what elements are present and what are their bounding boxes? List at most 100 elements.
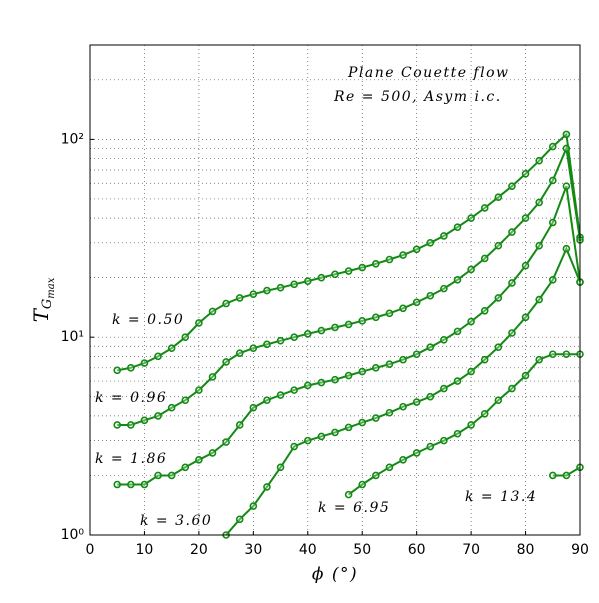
- marker: [494, 396, 503, 405]
- marker: [181, 333, 190, 341]
- marker: [548, 142, 557, 151]
- marker: [548, 176, 557, 185]
- marker: [222, 299, 230, 308]
- marker: [548, 471, 557, 480]
- marker: [235, 349, 244, 357]
- marker: [453, 327, 462, 336]
- marker: [372, 313, 380, 322]
- marker: [317, 326, 326, 335]
- y-tick-label: 10²: [61, 131, 84, 147]
- marker: [440, 436, 448, 445]
- marker: [303, 436, 312, 445]
- marker: [222, 358, 230, 366]
- marker: [562, 350, 571, 359]
- marker: [331, 375, 339, 384]
- y-axis-label: TGmax: [29, 277, 57, 322]
- marker: [195, 455, 203, 464]
- marker: [440, 232, 448, 240]
- marker: [235, 294, 244, 302]
- marker: [167, 403, 176, 412]
- x-tick-label: 90: [571, 542, 589, 558]
- marker: [385, 463, 394, 472]
- marker: [372, 259, 380, 268]
- marker: [113, 366, 122, 375]
- marker: [453, 377, 462, 385]
- series-label: k = 13.4: [465, 489, 537, 505]
- marker: [480, 306, 489, 315]
- marker: [548, 276, 557, 284]
- series-label: k = 3.60: [140, 513, 212, 529]
- marker: [140, 359, 149, 367]
- marker: [195, 386, 203, 394]
- marker: [412, 449, 421, 457]
- marker: [372, 414, 380, 422]
- marker: [535, 198, 543, 207]
- marker: [127, 364, 135, 372]
- marker: [467, 265, 475, 274]
- marker: [344, 320, 353, 329]
- marker: [412, 350, 421, 359]
- marker: [385, 408, 394, 417]
- marker: [480, 204, 489, 212]
- marker: [562, 244, 571, 253]
- marker: [154, 352, 162, 361]
- marker: [154, 471, 162, 480]
- series-line: [117, 185, 581, 486]
- marker: [467, 317, 475, 326]
- y-label-base: T: [29, 307, 53, 322]
- marker: [317, 378, 326, 387]
- marker: [521, 313, 530, 322]
- x-tick-label: 70: [462, 542, 480, 558]
- marker: [290, 280, 298, 289]
- marker: [508, 228, 516, 236]
- marker: [317, 273, 326, 282]
- marker: [399, 304, 407, 313]
- marker: [467, 421, 475, 429]
- x-axis-label: ϕ (°): [312, 565, 358, 585]
- marker: [358, 480, 367, 489]
- marks: [113, 130, 584, 539]
- series-label: k = 0.96: [95, 390, 167, 406]
- marker: [440, 284, 448, 293]
- marker: [562, 471, 571, 480]
- marker: [535, 156, 543, 165]
- marker: [208, 449, 217, 457]
- marker: [480, 409, 489, 418]
- marker: [331, 270, 339, 279]
- marker: [385, 309, 394, 318]
- x-tick-label: 40: [299, 542, 317, 558]
- marker: [548, 350, 557, 359]
- marker: [276, 391, 285, 399]
- marker: [535, 355, 543, 364]
- y-label-subsub: max: [46, 277, 57, 298]
- title-line-1: Plane Couette flow: [347, 65, 510, 81]
- marker: [399, 355, 407, 364]
- marker: [358, 317, 367, 325]
- marker: [562, 182, 571, 190]
- marker: [521, 371, 530, 380]
- marker: [140, 480, 149, 489]
- marker: [521, 261, 530, 270]
- marker: [249, 403, 258, 412]
- marker: [249, 344, 258, 352]
- marker: [276, 336, 285, 345]
- x-tick-label: 10: [136, 542, 154, 558]
- marker: [494, 294, 503, 302]
- marker: [331, 323, 339, 332]
- marker: [235, 421, 244, 429]
- marker: [508, 384, 516, 393]
- x-tick-label: 60: [408, 542, 426, 558]
- marker: [385, 360, 394, 369]
- marker: [290, 333, 298, 341]
- marker: [127, 421, 135, 429]
- marker: [208, 373, 217, 381]
- marker: [167, 344, 176, 352]
- marker: [562, 130, 571, 139]
- marker: [494, 241, 503, 250]
- marker: [440, 336, 448, 344]
- marker: [399, 455, 407, 464]
- series-line: [552, 466, 581, 477]
- y-tick-label: 10⁰: [61, 527, 85, 543]
- marker: [344, 371, 353, 380]
